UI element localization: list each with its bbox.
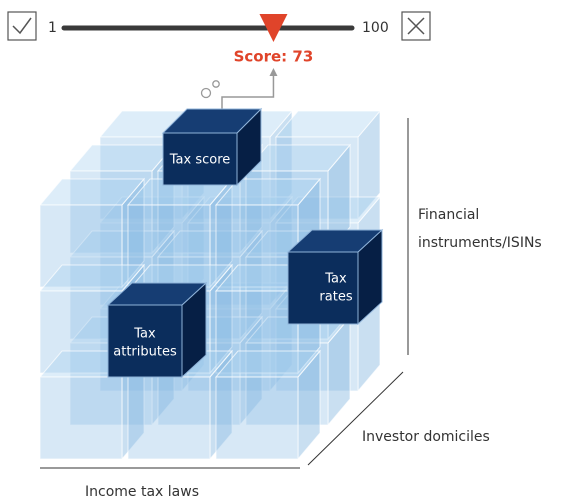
accept-button[interactable]: [8, 12, 36, 40]
slider-max: 100: [362, 20, 389, 36]
cube-front: [128, 377, 210, 459]
score-label: Score: 73: [234, 48, 314, 66]
depth-axis-label: Investor domiciles: [362, 429, 490, 445]
tax-rates-label: Tax: [324, 272, 347, 287]
tax-attributes-label: Tax: [133, 327, 156, 342]
vertical-axis-label: Financial: [418, 207, 479, 223]
slider-min: 1: [48, 20, 57, 36]
tax-rates-label: rates: [319, 290, 352, 305]
tax-attributes-label: attributes: [113, 345, 177, 360]
gears-icon: [202, 81, 220, 98]
cube-front: [40, 377, 122, 459]
horizontal-axis-label: Income tax laws: [85, 484, 199, 500]
cube-diagram: 1 100 Score: 73 Tax score Tax rates Tax …: [0, 0, 565, 502]
arrow-head: [269, 68, 277, 76]
vertical-axis-label: instruments/ISINs: [418, 235, 542, 251]
cube-front: [288, 252, 358, 324]
tax-score-label: Tax score: [169, 153, 231, 168]
cube-front: [216, 377, 298, 459]
